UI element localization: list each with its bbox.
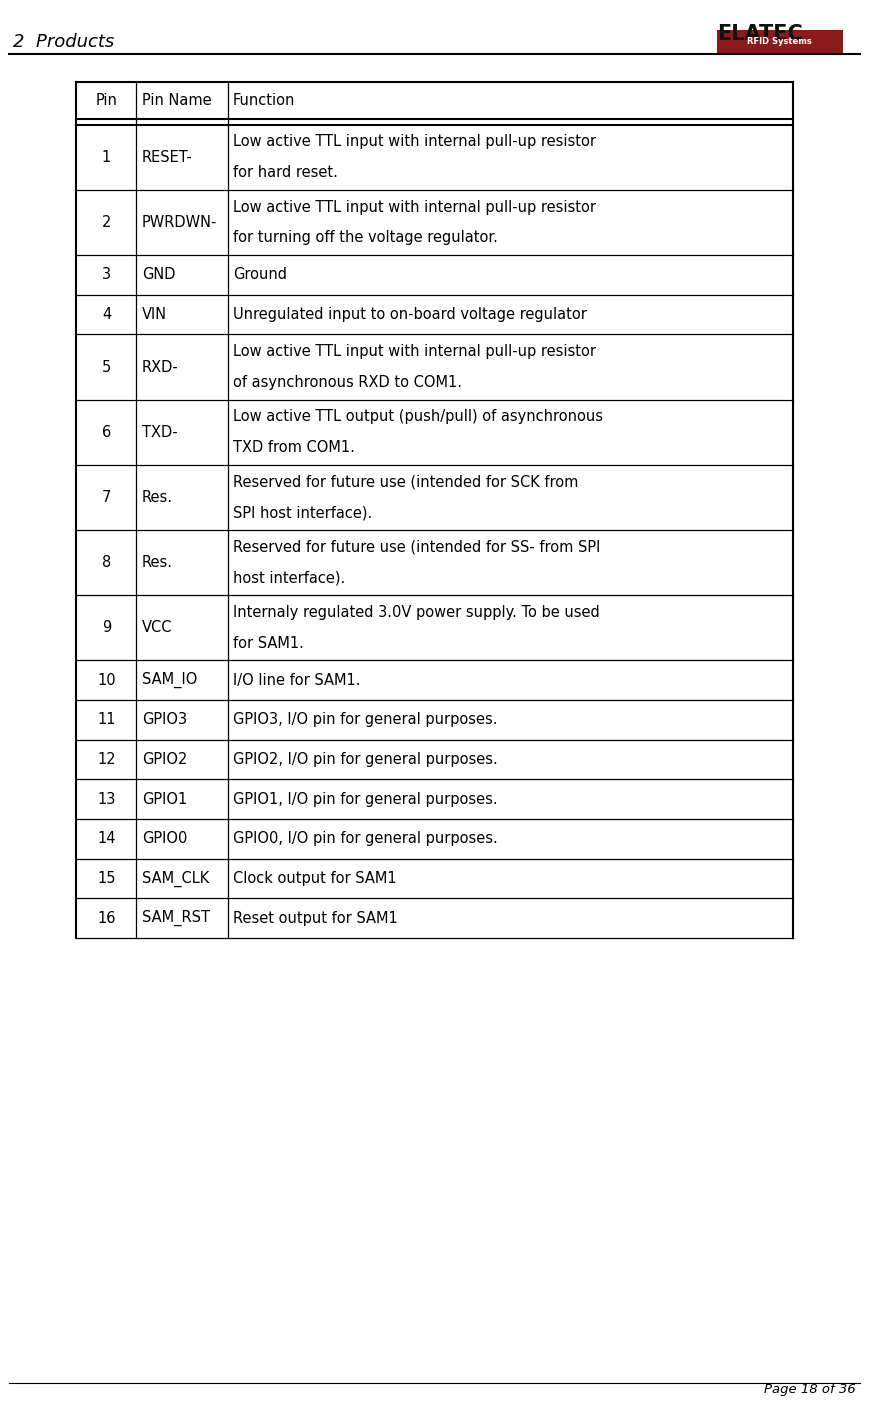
Text: Pin Name: Pin Name bbox=[142, 94, 211, 108]
Text: GPIO1, I/O pin for general purposes.: GPIO1, I/O pin for general purposes. bbox=[233, 792, 498, 806]
Text: of asynchronous RXD to COM1.: of asynchronous RXD to COM1. bbox=[233, 376, 462, 390]
Text: 15: 15 bbox=[97, 871, 116, 886]
Text: 4: 4 bbox=[102, 307, 111, 322]
Text: Low active TTL input with internal pull-up resistor: Low active TTL input with internal pull-… bbox=[233, 344, 596, 359]
Text: 2  Products: 2 Products bbox=[13, 33, 115, 51]
Text: SPI host interface).: SPI host interface). bbox=[233, 506, 372, 520]
Text: for SAM1.: for SAM1. bbox=[233, 636, 304, 650]
Text: 1: 1 bbox=[102, 150, 111, 164]
Text: SAM_CLK: SAM_CLK bbox=[142, 870, 209, 887]
Text: 9: 9 bbox=[102, 621, 111, 635]
Text: TXD from COM1.: TXD from COM1. bbox=[233, 441, 355, 455]
Text: ELATEC: ELATEC bbox=[718, 24, 803, 44]
Text: GPIO2, I/O pin for general purposes.: GPIO2, I/O pin for general purposes. bbox=[233, 752, 498, 767]
Text: Reserved for future use (intended for SS- from SPI: Reserved for future use (intended for SS… bbox=[233, 540, 600, 554]
Text: RFID Systems: RFID Systems bbox=[747, 37, 812, 47]
Text: Low active TTL output (push/pull) of asynchronous: Low active TTL output (push/pull) of asy… bbox=[233, 410, 603, 424]
Text: RXD-: RXD- bbox=[142, 360, 178, 374]
Text: Page 18 of 36: Page 18 of 36 bbox=[765, 1383, 856, 1396]
Text: Pin: Pin bbox=[96, 94, 117, 108]
Text: Reserved for future use (intended for SCK from: Reserved for future use (intended for SC… bbox=[233, 475, 578, 489]
Text: SAM_IO: SAM_IO bbox=[142, 672, 197, 689]
Text: Res.: Res. bbox=[142, 555, 173, 570]
Text: Low active TTL input with internal pull-up resistor: Low active TTL input with internal pull-… bbox=[233, 135, 596, 149]
Text: 10: 10 bbox=[97, 673, 116, 687]
Text: host interface).: host interface). bbox=[233, 571, 345, 585]
Text: 3: 3 bbox=[102, 268, 111, 282]
Text: SAM_RST: SAM_RST bbox=[142, 910, 209, 927]
Text: GPIO2: GPIO2 bbox=[142, 752, 187, 767]
Text: 11: 11 bbox=[97, 713, 116, 727]
Text: 8: 8 bbox=[102, 555, 111, 570]
Text: GPIO3, I/O pin for general purposes.: GPIO3, I/O pin for general purposes. bbox=[233, 713, 497, 727]
Text: for hard reset.: for hard reset. bbox=[233, 166, 338, 180]
Text: 2: 2 bbox=[102, 215, 111, 230]
FancyBboxPatch shape bbox=[717, 30, 843, 54]
Text: RESET-: RESET- bbox=[142, 150, 192, 164]
Text: 12: 12 bbox=[97, 752, 116, 767]
Text: GPIO0: GPIO0 bbox=[142, 832, 187, 846]
Text: TXD-: TXD- bbox=[142, 425, 177, 439]
Text: 14: 14 bbox=[97, 832, 116, 846]
Text: VIN: VIN bbox=[142, 307, 167, 322]
Text: Clock output for SAM1: Clock output for SAM1 bbox=[233, 871, 396, 886]
Text: PWRDWN-: PWRDWN- bbox=[142, 215, 217, 230]
Text: I/O line for SAM1.: I/O line for SAM1. bbox=[233, 673, 361, 687]
Text: Ground: Ground bbox=[233, 268, 287, 282]
Text: GPIO0, I/O pin for general purposes.: GPIO0, I/O pin for general purposes. bbox=[233, 832, 498, 846]
Text: GPIO3: GPIO3 bbox=[142, 713, 187, 727]
Text: for turning off the voltage regulator.: for turning off the voltage regulator. bbox=[233, 231, 498, 245]
Text: Reset output for SAM1: Reset output for SAM1 bbox=[233, 911, 398, 925]
Text: VCC: VCC bbox=[142, 621, 172, 635]
Text: Internaly regulated 3.0V power supply. To be used: Internaly regulated 3.0V power supply. T… bbox=[233, 605, 600, 619]
Text: 7: 7 bbox=[102, 490, 111, 504]
Text: 5: 5 bbox=[102, 360, 111, 374]
Text: 6: 6 bbox=[102, 425, 111, 439]
Text: Unregulated input to on-board voltage regulator: Unregulated input to on-board voltage re… bbox=[233, 307, 587, 322]
Text: Function: Function bbox=[233, 94, 295, 108]
Text: 13: 13 bbox=[97, 792, 116, 806]
Text: Res.: Res. bbox=[142, 490, 173, 504]
Text: Low active TTL input with internal pull-up resistor: Low active TTL input with internal pull-… bbox=[233, 200, 596, 214]
Text: 16: 16 bbox=[97, 911, 116, 925]
Text: GND: GND bbox=[142, 268, 176, 282]
Text: GPIO1: GPIO1 bbox=[142, 792, 187, 806]
